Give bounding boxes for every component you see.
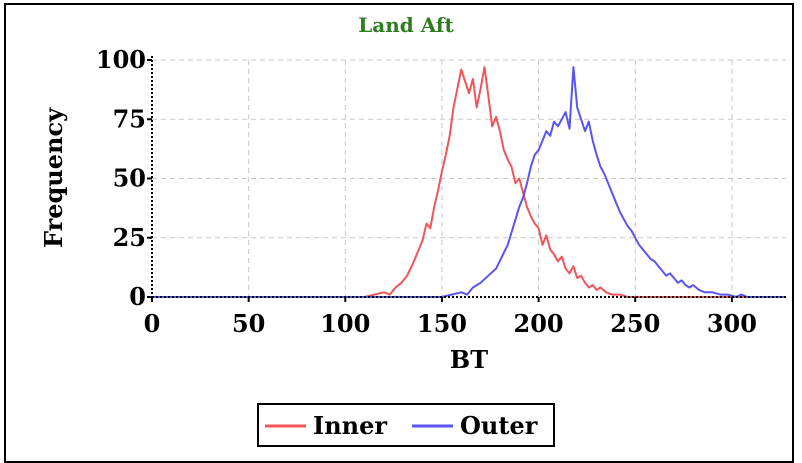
x-tick-label: 250	[610, 309, 660, 338]
axes: 0 50 100 150 200 250 300 0 25 50 75 100	[96, 45, 786, 338]
x-axis-label: BT	[450, 345, 488, 374]
series-line-inner	[152, 67, 786, 297]
y-tick-label: 100	[96, 45, 146, 74]
x-tick-label: 100	[320, 309, 370, 338]
legend-label-inner: Inner	[313, 411, 387, 440]
y-axis-label: Frequency	[39, 107, 68, 248]
y-tick-label: 0	[129, 282, 146, 311]
chart-svg: Land Aft 0 50 100 150 200 250 300 0 25 50 75 100 BT…	[0, 0, 802, 452]
y-tick-label: 75	[113, 104, 146, 133]
x-tick-label: 150	[417, 309, 467, 338]
grid	[152, 60, 786, 297]
x-tick-label: 50	[232, 309, 265, 338]
y-tick-label: 25	[113, 223, 146, 252]
legend-label-outer: Outer	[460, 411, 538, 440]
chart-title: Land Aft	[358, 13, 454, 37]
series-line-outer	[152, 67, 786, 297]
x-tick-label: 0	[144, 309, 161, 338]
legend: Inner Outer	[258, 404, 554, 446]
x-tick-label: 300	[707, 309, 757, 338]
y-tick-label: 50	[113, 164, 146, 193]
series-group	[152, 67, 786, 297]
x-tick-label: 200	[514, 309, 564, 338]
